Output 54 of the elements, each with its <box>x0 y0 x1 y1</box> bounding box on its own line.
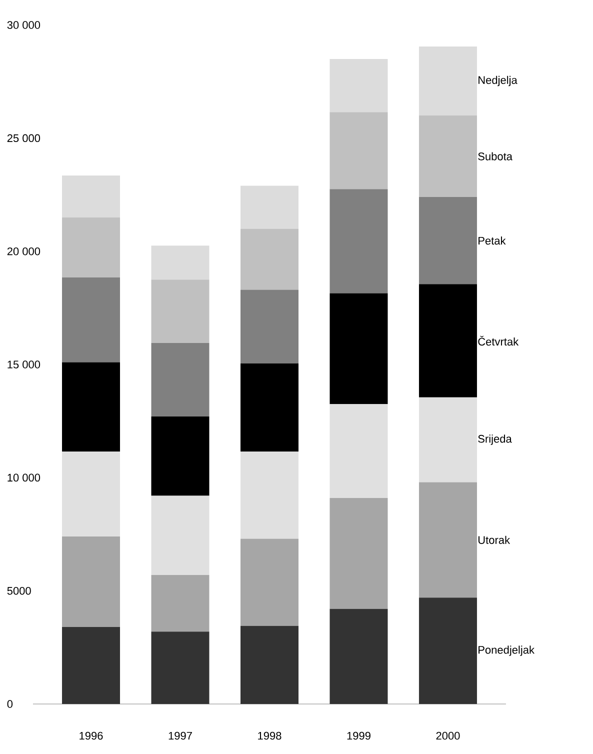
bar <box>330 58 388 112</box>
series-label: Ponedjeljak <box>478 646 535 656</box>
bar <box>330 293 388 404</box>
y-tick-label: 25 000 <box>7 134 40 142</box>
bar <box>62 452 120 537</box>
bar <box>240 363 298 452</box>
bar <box>330 112 388 190</box>
series-label: Petak <box>478 236 506 245</box>
x-tick-label: 2000 <box>436 732 460 740</box>
x-tick-label: 1998 <box>258 732 282 740</box>
bar <box>151 496 210 575</box>
series-label: Četvrtak <box>478 336 519 346</box>
bar <box>62 536 120 628</box>
y-tick-label: 5000 <box>7 586 31 595</box>
bar <box>418 116 477 198</box>
bar <box>418 397 477 482</box>
bar <box>418 197 477 284</box>
bar <box>151 342 210 417</box>
bar <box>240 290 298 364</box>
bar <box>330 608 388 704</box>
bar <box>151 632 210 704</box>
x-tick-label: 1997 <box>168 732 192 740</box>
bar <box>418 598 477 704</box>
y-tick-label: 20 000 <box>7 247 40 256</box>
bar <box>62 277 120 362</box>
bar <box>240 538 298 626</box>
bar <box>330 498 388 609</box>
bar <box>151 280 210 343</box>
bar <box>330 189 388 294</box>
bar <box>151 246 210 280</box>
series-label: Srijeda <box>478 434 512 445</box>
bar <box>62 176 120 218</box>
bar <box>240 228 298 290</box>
series-label: Nedjelja <box>478 76 518 86</box>
bar <box>330 404 388 498</box>
bar <box>418 46 477 116</box>
bar <box>151 574 210 632</box>
bar <box>240 626 298 704</box>
bar <box>151 416 210 496</box>
y-tick-label: 30 000 <box>7 21 40 29</box>
bar <box>418 482 477 598</box>
x-tick-label: 1996 <box>80 732 103 740</box>
bar <box>240 452 298 539</box>
bar <box>62 362 120 452</box>
bar <box>418 284 477 398</box>
bar <box>62 217 120 278</box>
series-label: Subota <box>478 152 512 160</box>
y-tick-label: 0 <box>7 700 13 708</box>
x-tick-label: 1999 <box>347 732 370 740</box>
bar <box>240 186 298 229</box>
y-tick-label: 10 000 <box>8 474 40 482</box>
series-label: Utorak <box>478 536 510 544</box>
bar <box>62 627 120 704</box>
y-tick-label: 15 000 <box>8 360 40 368</box>
